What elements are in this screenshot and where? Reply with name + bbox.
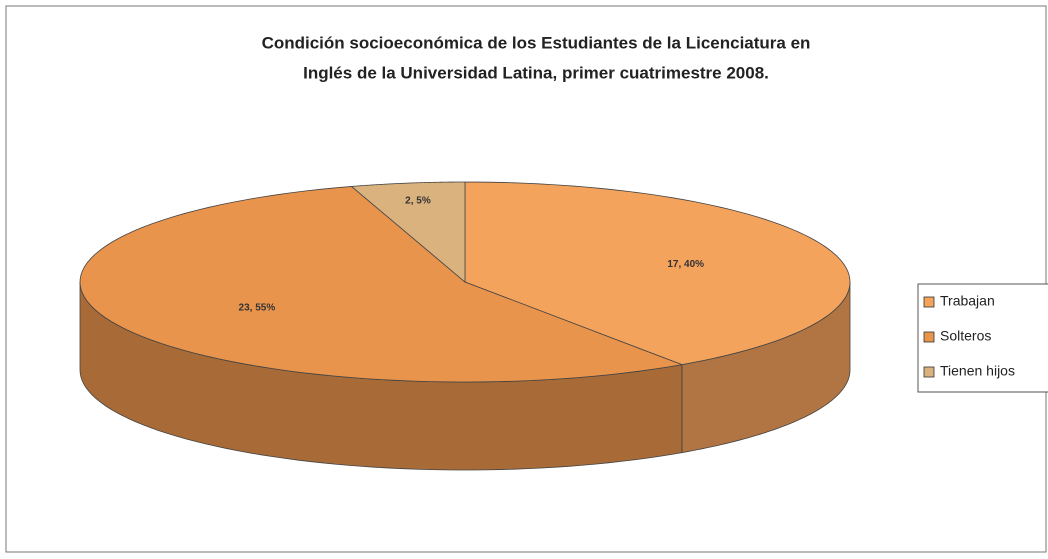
legend-swatch (923, 331, 935, 343)
legend-swatch (923, 366, 935, 378)
data-label: 2, 5% (405, 196, 431, 207)
legend-label: Tienen hijos (940, 363, 1015, 379)
slice (79, 186, 684, 383)
chart-title: Inglés de la Universidad Latina, primer … (303, 63, 769, 82)
legend-label: Solteros (940, 328, 991, 344)
slice (464, 181, 851, 366)
legend-label: Trabajan (940, 293, 995, 309)
slice (350, 181, 466, 283)
legend-swatch (923, 296, 935, 308)
legend-box (917, 283, 1048, 393)
data-label: 17, 40% (667, 259, 704, 270)
chart-title: Condición socioeconómica de los Estudian… (262, 33, 811, 52)
data-label: 23, 55% (239, 303, 276, 314)
